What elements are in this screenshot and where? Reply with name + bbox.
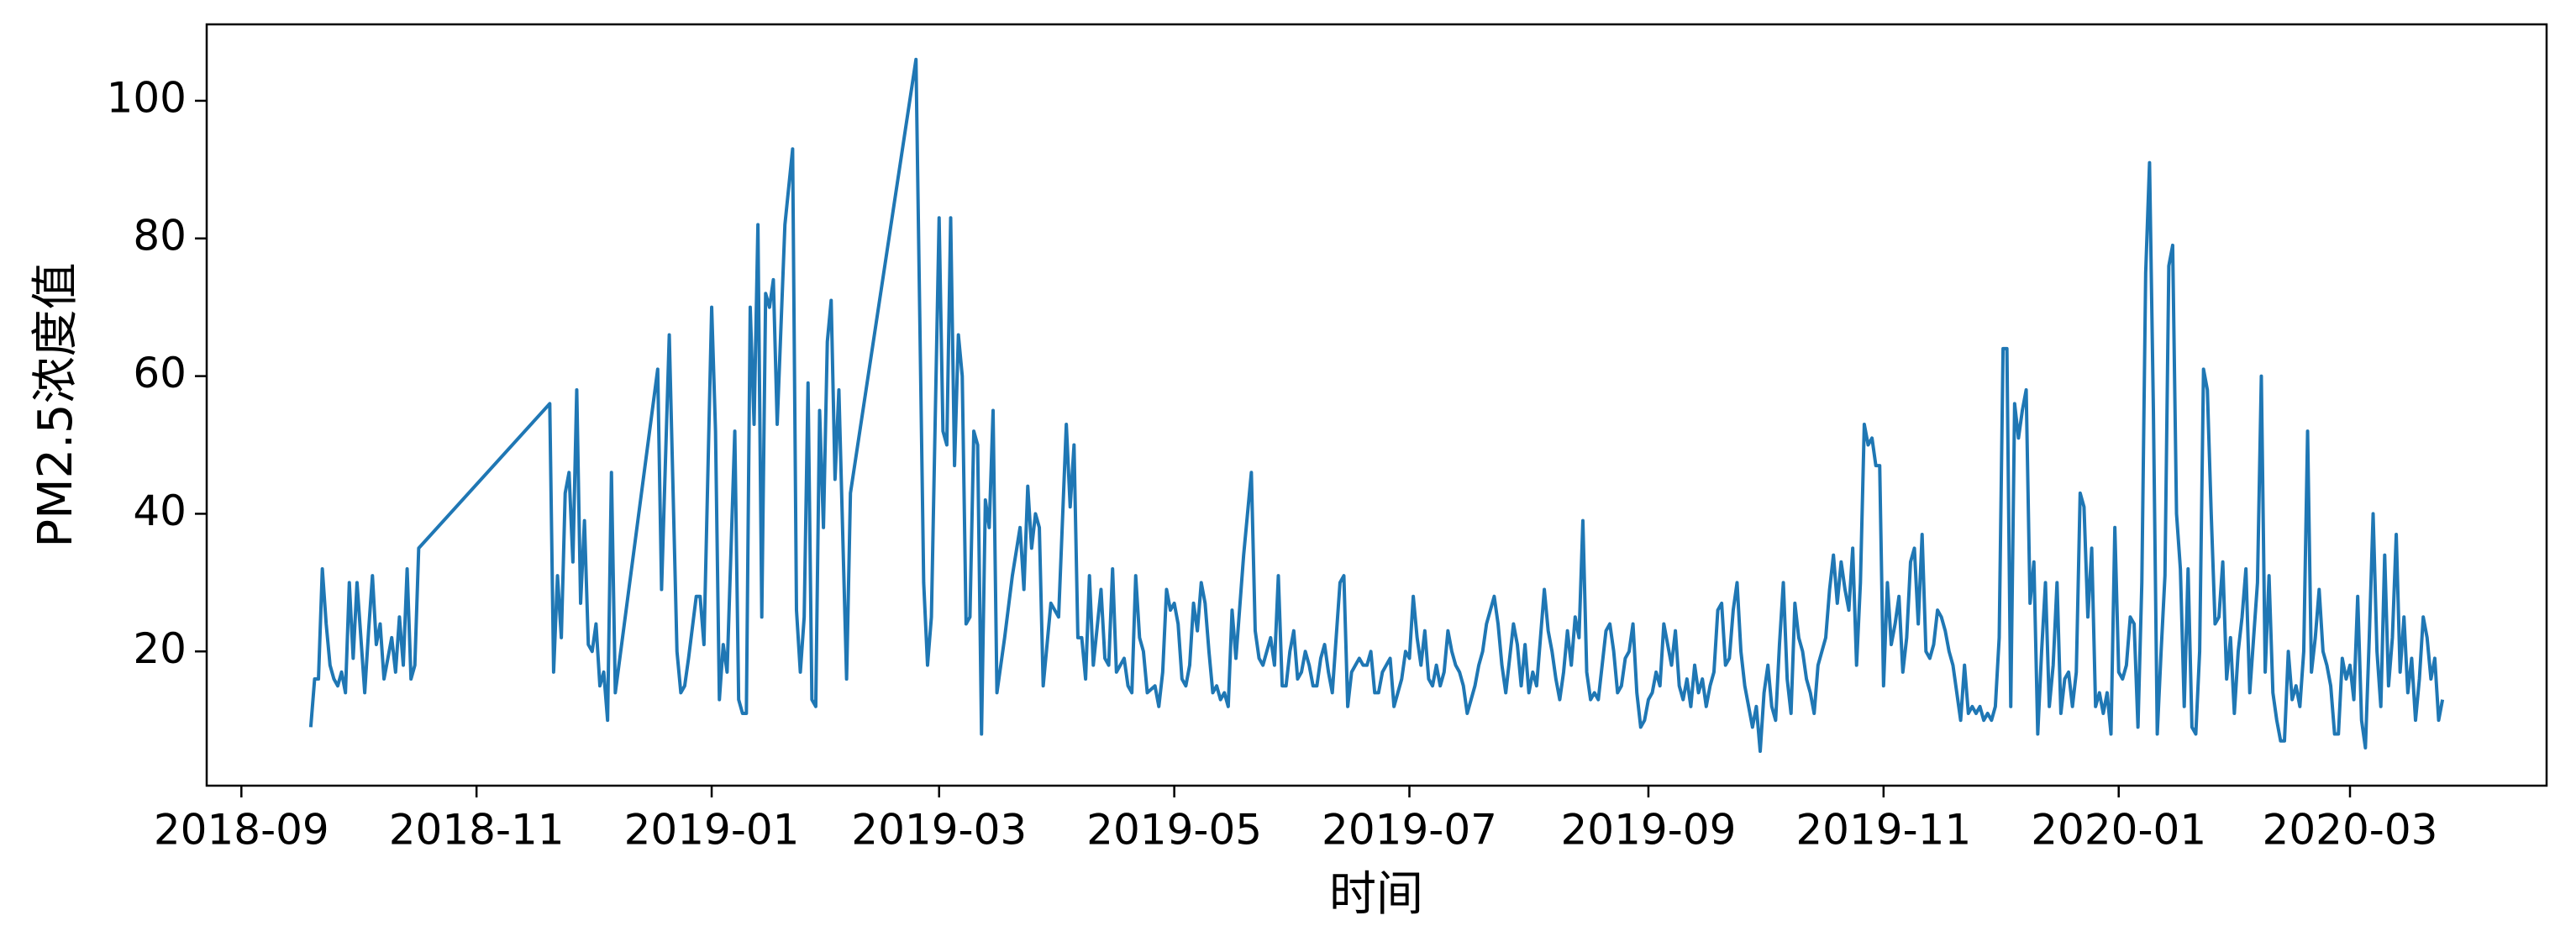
x-tick-label: 2018-09 bbox=[154, 806, 329, 855]
y-tick-label: 60 bbox=[133, 349, 187, 397]
axes-frame bbox=[205, 23, 2548, 787]
x-axis-label: 时间 bbox=[1329, 867, 1423, 922]
y-tick-label: 40 bbox=[133, 487, 187, 535]
y-tick-label: 80 bbox=[133, 211, 187, 260]
data-line bbox=[308, 57, 2445, 754]
x-tick-label: 2020-03 bbox=[2263, 806, 2438, 855]
y-tick-label: 100 bbox=[107, 73, 187, 122]
plot-area bbox=[308, 57, 2445, 754]
y-axis-label: PM2.5浓度值 bbox=[29, 262, 83, 547]
x-tick-label: 2019-03 bbox=[851, 806, 1027, 855]
x-tick-label: 2019-07 bbox=[1322, 806, 1497, 855]
x-tick-label: 2018-11 bbox=[389, 806, 565, 855]
x-tick-label: 2019-01 bbox=[624, 806, 800, 855]
x-tick-label: 2019-05 bbox=[1086, 806, 1262, 855]
x-tick-label: 2019-11 bbox=[1795, 806, 1971, 855]
x-tick-label: 2019-09 bbox=[1561, 806, 1737, 855]
x-tick-label: 2020-01 bbox=[2031, 806, 2206, 855]
y-tick-label: 20 bbox=[133, 624, 187, 673]
